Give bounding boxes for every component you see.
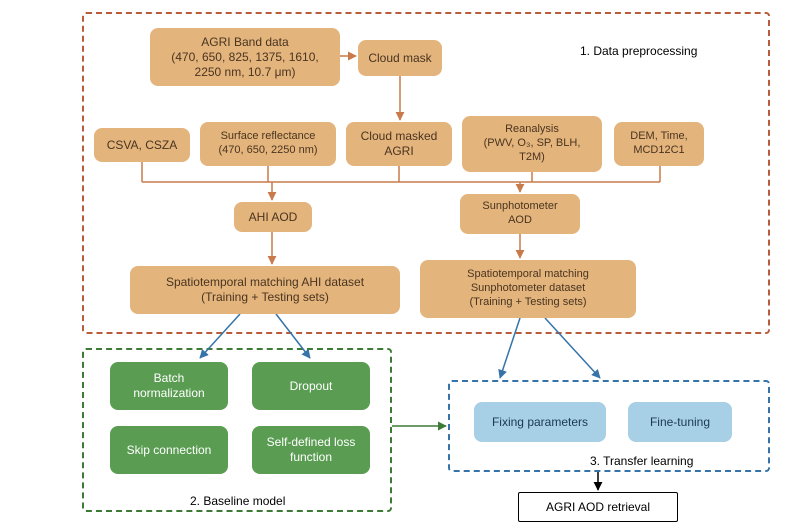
node-dem: DEM, Time, MCD12C1 [614,122,704,166]
node-sunphotometer-aod: Sunphotometer AOD [460,194,580,234]
node-skip-connection: Skip connection [110,426,228,474]
node-cloud-mask: Cloud mask [358,40,442,76]
agri-band-l3: 2250 nm, 10.7 μm) [195,65,296,79]
node-fixing-parameters: Fixing parameters [474,402,606,442]
node-match-sun: Spatiotemporal matching Sunphotometer da… [420,260,636,318]
node-ahi-aod: AHI AOD [234,202,312,232]
node-batch-norm: Batch normalization [110,362,228,410]
section-preprocessing-label: 1. Data preprocessing [580,44,697,58]
node-agri-band: AGRI Band data (470, 650, 825, 1375, 161… [150,28,340,86]
agri-band-l2: (470, 650, 825, 1375, 1610, [171,50,318,64]
section-baseline-label: 2. Baseline model [190,494,285,508]
section-transfer-label: 3. Transfer learning [590,454,693,468]
node-cloud-masked-agri: Cloud masked AGRI [346,122,452,166]
agri-band-l1: AGRI Band data [201,35,288,49]
node-agri-retrieval: AGRI AOD retrieval [518,492,678,522]
node-match-ahi: Spatiotemporal matching AHI dataset (Tra… [130,266,400,314]
node-fine-tuning: Fine-tuning [628,402,732,442]
node-csva: CSVA, CSZA [94,128,190,162]
node-loss-function: Self-defined loss function [252,426,370,474]
node-dropout: Dropout [252,362,370,410]
node-surface-reflectance: Surface reflectance (470, 650, 2250 nm) [200,122,336,166]
node-reanalysis: Reanalysis (PWV, O₃, SP, BLH, T2M) [462,116,602,172]
